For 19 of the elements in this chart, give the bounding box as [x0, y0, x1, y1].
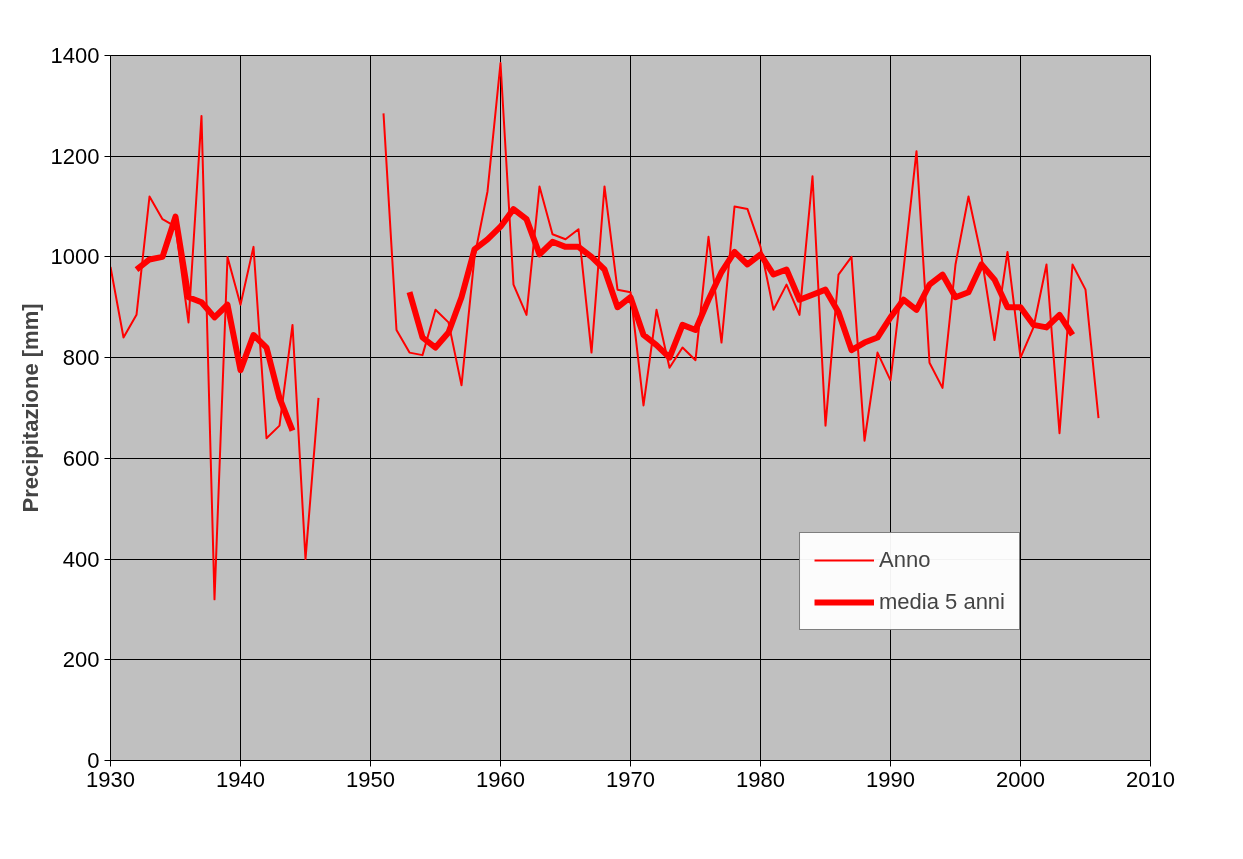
x-tick-label: 1960	[476, 766, 525, 792]
x-tick-label: 1980	[736, 766, 785, 792]
y-tick-label: 600	[62, 445, 100, 471]
x-tick-label: 1950	[346, 766, 395, 792]
x-tick-label: 2000	[996, 766, 1045, 792]
y-axis-title: Precipitazione [mm]	[17, 303, 43, 513]
y-tick-label: 1000	[50, 244, 100, 270]
y-tick-label: 800	[62, 345, 100, 371]
y-tick-label: 0	[87, 748, 100, 773]
x-tick-label: 1970	[606, 766, 655, 792]
x-tick-label: 1940	[216, 766, 265, 792]
y-tick-label: 1400	[50, 43, 100, 68]
y-tick-label: 1200	[50, 143, 100, 169]
x-tick-label: 1990	[866, 766, 915, 792]
legend-label: Anno	[879, 547, 931, 573]
x-tick-label: 2010	[1126, 766, 1175, 792]
y-tick-label: 400	[62, 546, 100, 572]
y-tick-label: 200	[62, 647, 100, 673]
legend-label: media 5 anni	[879, 589, 1005, 615]
